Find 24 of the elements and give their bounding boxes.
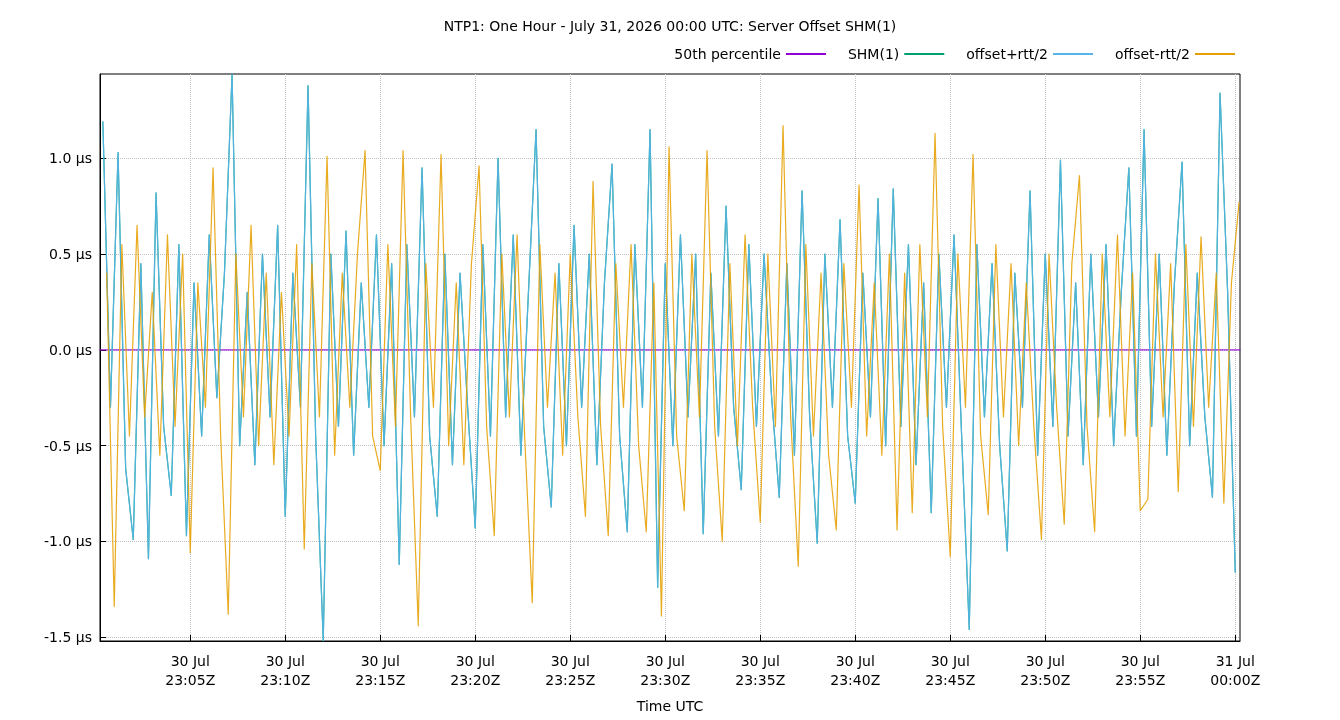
x-axis-title: Time UTC <box>635 698 704 714</box>
y-tick-label: -1.0 µs <box>44 533 92 550</box>
y-tick-label: -1.5 µs <box>44 629 92 646</box>
chart-title: NTP1: One Hour - July 31, 2026 00:00 UTC: Server Offset SHM(1) <box>443 18 897 34</box>
x-tick-label: 30 Jul 23:25Z <box>545 652 596 688</box>
x-tick-label: 30 Jul 23:20Z <box>450 652 501 688</box>
x-tick-label: 30 Jul 23:55Z <box>1115 652 1166 688</box>
y-tick-label: 1.0 µs <box>49 150 92 167</box>
y-tick-label: -0.5 µs <box>44 437 92 454</box>
legend-label: offset-rtt/2 <box>1114 46 1190 62</box>
x-tick-label: 30 Jul 23:45Z <box>925 652 976 688</box>
y-tick-label: 0.0 µs <box>49 341 92 358</box>
x-tick-label: 30 Jul 23:35Z <box>735 652 786 688</box>
x-tick-label: 30 Jul 23:30Z <box>640 652 691 688</box>
legend-label: 50th percentile <box>674 46 781 62</box>
x-tick-label: 30 Jul 23:10Z <box>260 652 311 688</box>
legend-label: offset+rtt/2 <box>966 46 1048 62</box>
legend-label: SHM(1) <box>847 46 900 62</box>
x-tick-label: 31 Jul 00:00Z <box>1210 652 1261 688</box>
x-tick-label: 30 Jul 23:40Z <box>830 652 881 688</box>
x-tick-label: 30 Jul 23:05Z <box>165 652 216 688</box>
x-tick-label: 30 Jul 23:15Z <box>355 652 406 688</box>
x-tick-label: 30 Jul 23:50Z <box>1020 652 1071 688</box>
y-tick-label: 0.5 µs <box>49 246 92 263</box>
